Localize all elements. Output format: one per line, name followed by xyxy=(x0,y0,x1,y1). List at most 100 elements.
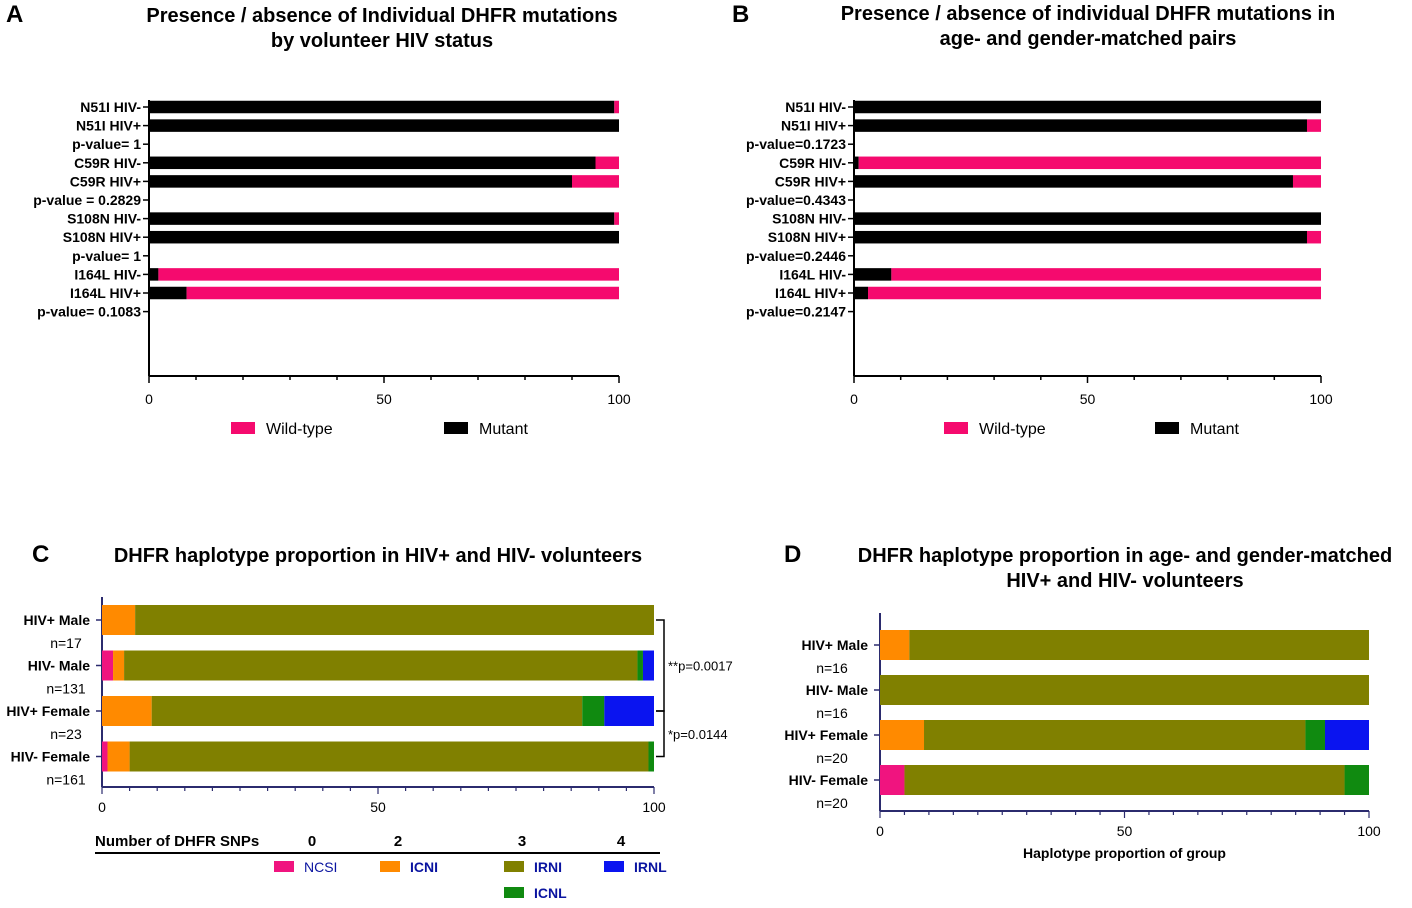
legend-label-ncsi: NCSI xyxy=(304,859,337,875)
bar-segment-icni xyxy=(102,696,152,726)
chart-title-D-2: HIV+ and HIV- volunteers xyxy=(1006,570,1243,592)
bar-mutant xyxy=(854,268,892,281)
row-label-A: N51I HIV- xyxy=(80,99,141,115)
p-value-label: p-value= 1 xyxy=(72,248,141,264)
chart-title-A-2: by volunteer HIV status xyxy=(271,30,493,52)
x-tick-label-B: 0 xyxy=(850,391,858,407)
x-tick-label-A: 0 xyxy=(145,391,153,407)
group-label-C: HIV- Male xyxy=(28,658,90,674)
bar-mutant xyxy=(149,119,619,132)
group-label-C: HIV+ Female xyxy=(6,703,90,719)
bar-mutant xyxy=(854,175,1293,188)
bar-mutant xyxy=(854,230,1307,244)
chart-title-D-1: DHFR haplotype proportion in age- and ge… xyxy=(858,545,1392,567)
x-tick-label-C: 100 xyxy=(642,799,666,815)
bar-mutant xyxy=(854,156,859,170)
bar-segment-ncsi xyxy=(880,765,905,795)
group-label-D: HIV+ Male xyxy=(801,637,868,653)
x-tick-label-D: 0 xyxy=(876,823,884,839)
legend-label-wild: Wild-type xyxy=(266,421,333,438)
bar-segment-icnl xyxy=(648,741,654,772)
legend-label-wild: Wild-type xyxy=(979,421,1046,438)
bar-segment-irni xyxy=(151,696,583,726)
bar-segment-irni xyxy=(129,741,649,772)
bar-segment-irnl xyxy=(642,650,654,681)
x-tick-label-A: 50 xyxy=(376,391,392,407)
group-n-label-C: n=131 xyxy=(46,681,86,697)
bar-mutant xyxy=(854,286,869,300)
x-tick-label-C: 0 xyxy=(98,799,106,815)
legend-swatch-wild xyxy=(231,422,255,434)
group-label-D: HIV- Male xyxy=(806,682,868,698)
legend-label-irnl: IRNL xyxy=(634,859,667,875)
bar-wild-type xyxy=(158,268,619,281)
bar-segment-irni xyxy=(924,720,1306,750)
bar-segment-icnl xyxy=(1305,720,1325,750)
bar-segment-icnl xyxy=(637,650,643,681)
legend-swatch-ncsi xyxy=(274,861,294,872)
bar-segment-icnl xyxy=(582,696,605,726)
snp-count-header: Number of DHFR SNPs xyxy=(95,833,259,850)
row-label-B: C59R HIV+ xyxy=(775,173,846,189)
p-value-label: p-value=0.2446 xyxy=(746,248,846,264)
group-n-label-C: n=161 xyxy=(46,772,86,788)
bar-mutant xyxy=(149,230,619,244)
significance-bracket xyxy=(656,619,665,712)
row-label-B: C59R HIV- xyxy=(779,155,846,171)
group-n-label-D: n=20 xyxy=(816,750,848,766)
legend-label-mutant: Mutant xyxy=(1190,421,1239,438)
bar-segment-icni xyxy=(880,720,925,750)
bar-segment-icni xyxy=(107,741,130,772)
group-label-C: HIV- Female xyxy=(11,749,91,765)
bar-mutant xyxy=(854,212,1321,225)
bar-segment-irni xyxy=(904,765,1345,795)
legend-swatch-mutant xyxy=(1155,422,1179,434)
bar-segment-ncsi xyxy=(102,741,108,772)
significance-annotation: **p=0.0017 xyxy=(668,659,733,674)
row-label-B: S108N HIV+ xyxy=(768,229,846,245)
legend-swatch-wild xyxy=(944,422,968,434)
group-label-D: HIV- Female xyxy=(789,772,869,788)
bar-wild-type xyxy=(595,156,619,170)
bar-wild-type xyxy=(868,286,1321,300)
legend-label-icni: ICNI xyxy=(410,859,438,875)
panel-letter-D: D xyxy=(784,541,801,568)
group-label-D: HIV+ Female xyxy=(784,727,868,743)
legend-swatch-irni xyxy=(504,861,524,872)
p-value-label: p-value = 0.2829 xyxy=(33,192,141,208)
chart-title-B-1: Presence / absence of individual DHFR mu… xyxy=(841,3,1336,25)
row-label-B: N51I HIV+ xyxy=(781,118,846,134)
x-tick-label-B: 100 xyxy=(1309,391,1333,407)
legend-swatch-mutant xyxy=(444,422,468,434)
legend-label-icnl: ICNL xyxy=(534,885,567,901)
bar-wild-type xyxy=(614,212,619,225)
significance-annotation: *p=0.0144 xyxy=(668,727,728,742)
group-n-label-C: n=23 xyxy=(50,726,82,742)
row-label-B: N51I HIV- xyxy=(785,99,846,115)
legend-label-irni: IRNI xyxy=(534,859,562,875)
bar-segment-irnl xyxy=(604,696,654,726)
bar-segment-irnl xyxy=(1324,720,1369,750)
row-label-A: I164L HIV+ xyxy=(70,285,141,301)
x-tick-label-B: 50 xyxy=(1080,391,1096,407)
bar-segment-icni xyxy=(880,630,910,660)
panel-letter-A: A xyxy=(6,1,23,28)
p-value-label: p-value=0.4343 xyxy=(746,192,846,208)
bar-mutant xyxy=(149,268,159,281)
x-tick-label-D: 50 xyxy=(1117,823,1133,839)
chart-title-B-2: age- and gender-matched pairs xyxy=(940,28,1237,50)
snp-count-value: 2 xyxy=(394,833,402,850)
p-value-label: p-value=0.1723 xyxy=(746,136,846,152)
bar-segment-irni xyxy=(909,630,1369,660)
snp-count-value: 4 xyxy=(617,833,626,850)
p-value-label: p-value= 1 xyxy=(72,136,141,152)
bar-segment-irni xyxy=(135,605,654,635)
bar-mutant xyxy=(149,156,596,170)
p-value-label: p-value=0.2147 xyxy=(746,304,846,320)
bar-segment-icnl xyxy=(1344,765,1369,795)
legend-swatch-icni xyxy=(380,861,400,872)
snp-count-value: 3 xyxy=(518,833,526,850)
bar-wild-type xyxy=(1292,175,1321,188)
bar-wild-type xyxy=(614,100,619,114)
